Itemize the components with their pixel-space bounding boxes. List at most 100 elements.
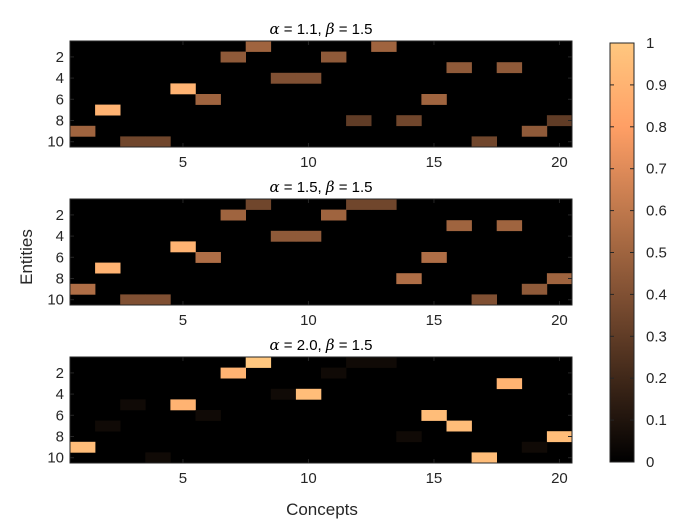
colorbar-tick-label: 0 (646, 454, 654, 471)
y-tick-label: 10 (47, 134, 64, 151)
heatmap-cell (421, 94, 447, 105)
heatmap-cell (346, 199, 372, 210)
heatmap-cell (546, 431, 573, 443)
x-tick-label: 5 (179, 312, 187, 329)
heatmap-cell (270, 388, 297, 400)
axes-box (69, 198, 573, 306)
heatmap-cell (471, 136, 497, 148)
x-tick-label: 5 (179, 154, 187, 171)
x-tick-label: 5 (179, 470, 187, 487)
x-tick-label: 20 (551, 312, 568, 329)
y-tick-label: 10 (47, 450, 64, 467)
heatmap-cell (496, 62, 523, 74)
heatmap-cell (396, 273, 422, 285)
heatmap-cell (521, 441, 548, 453)
heatmap-cell (170, 83, 196, 95)
panel-title: α = 1.5, β = 1.5 (269, 178, 372, 196)
heatmap-cell (295, 72, 322, 84)
heatmap-cell (371, 357, 397, 368)
heatmap-panel-2: 5 10 15 20 2 4 6 8 10 α = 1.5, β = 1.5 (47, 178, 573, 329)
heatmap-cell (270, 72, 297, 84)
y-tick-label: 6 (56, 407, 64, 424)
colorbar-tick-label: 0.3 (646, 328, 667, 345)
heatmap-cell (270, 230, 297, 242)
heatmap-cell (521, 125, 548, 137)
x-tick-label: 10 (300, 470, 317, 487)
heatmap-cell (170, 399, 196, 411)
heatmap-cell (471, 294, 497, 306)
heatmap-cell (446, 62, 472, 74)
colorbar: 0 0.1 0.2 0.3 0.4 0.5 0.6 0.7 0.8 0.9 1 (609, 35, 667, 471)
panel-title: α = 1.1, β = 1.5 (269, 20, 372, 38)
heatmap-cell (396, 115, 422, 127)
colorbar-tick-label: 0.7 (646, 161, 667, 178)
y-tick-label: 2 (56, 207, 64, 224)
heatmap-cell (70, 125, 96, 137)
heatmap-cell (195, 252, 221, 263)
x-tick-label: 15 (426, 470, 443, 487)
colorbar-tick-label: 0.4 (646, 286, 667, 303)
colorbar-tick-label: 0.8 (646, 119, 667, 136)
y-axis-title: Entities (17, 229, 36, 285)
heatmap-cell (220, 209, 246, 221)
heatmap-cell (546, 273, 573, 285)
y-tick-label: 8 (56, 113, 64, 130)
y-tick-label: 2 (56, 365, 64, 382)
heatmap-cell (120, 399, 146, 411)
heatmap-cell (446, 220, 472, 232)
y-tick-label: 2 (56, 49, 64, 66)
heatmap-cell (346, 115, 372, 127)
heatmap-cell (295, 230, 322, 242)
heatmap-cell (496, 220, 523, 232)
heatmap-cell (371, 199, 397, 210)
heatmap-cell (321, 51, 347, 63)
colorbar-tick-label: 0.1 (646, 412, 667, 429)
heatmap-cell (321, 367, 347, 379)
y-tick-label: 4 (56, 70, 64, 87)
colorbar-tick-label: 1 (646, 35, 654, 52)
heatmap-cell (346, 357, 372, 368)
x-tick-label: 10 (300, 154, 317, 171)
x-tick-label: 15 (426, 154, 443, 171)
heatmap-panel-1: 5 10 15 20 2 4 6 8 10 α = 1.1, β = 1.5 (47, 20, 573, 171)
y-tick-label: 8 (56, 271, 64, 288)
axes-box (69, 356, 573, 464)
heatmap-cell (120, 136, 146, 148)
heatmap-cell (95, 420, 121, 432)
y-tick-label: 6 (56, 91, 64, 108)
heatmap-cell (195, 410, 221, 421)
heatmap-cell (245, 41, 272, 52)
axes-box (69, 40, 573, 148)
colorbar-tick-label: 0.2 (646, 370, 667, 387)
x-axis-title: Concepts (286, 500, 358, 519)
colorbar-tick-label: 0.6 (646, 203, 667, 220)
y-tick-label: 4 (56, 228, 64, 245)
heatmap-cell (120, 294, 146, 306)
y-tick-label: 10 (47, 292, 64, 309)
colorbar-tick-label: 0.9 (646, 77, 667, 94)
y-tick-label: 6 (56, 249, 64, 266)
heatmap-cell (546, 115, 573, 127)
heatmap-cell (95, 104, 121, 116)
heatmap-cell (145, 452, 171, 464)
heatmap-cell (396, 431, 422, 443)
heatmap-cell (145, 294, 171, 306)
heatmap-cell (95, 262, 121, 274)
x-tick-label: 20 (551, 154, 568, 171)
heatmap-cell (421, 252, 447, 263)
heatmap-cell (521, 283, 548, 295)
x-tick-label: 10 (300, 312, 317, 329)
panel-title: α = 2.0, β = 1.5 (269, 336, 372, 354)
heatmap-cell (170, 241, 196, 253)
heatmap-cell (496, 378, 523, 390)
heatmap-cell (295, 388, 322, 400)
heatmap-cell (421, 410, 447, 421)
heatmap-cell (220, 51, 246, 63)
heatmap-cell (70, 283, 96, 295)
heatmap-cell (245, 199, 272, 210)
heatmap-cell (195, 94, 221, 105)
heatmap-cell (70, 441, 96, 453)
heatmap-cell (471, 452, 497, 464)
heatmap-panel-3: 5 10 15 20 2 4 6 8 10 α = 2.0, β = 1.5 (47, 336, 573, 487)
